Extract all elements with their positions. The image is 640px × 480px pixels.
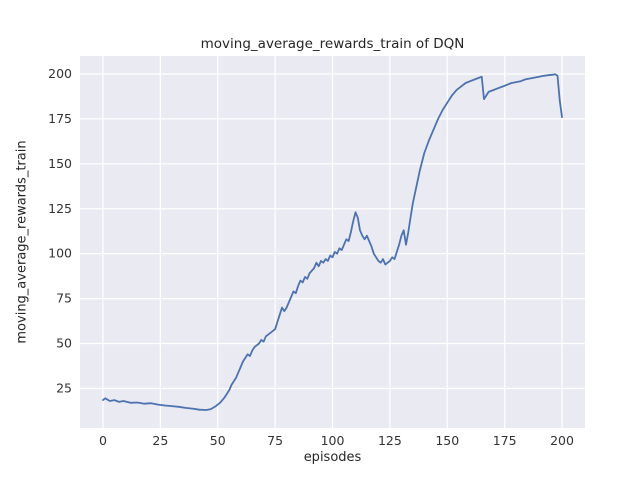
x-tick-label: 150: [435, 433, 459, 448]
x-tick-label: 50: [210, 433, 226, 448]
x-tick-label: 25: [152, 433, 168, 448]
x-tick-label: 75: [267, 433, 283, 448]
x-tick-label: 125: [378, 433, 402, 448]
x-tick-label: 175: [493, 433, 517, 448]
x-tick-label: 200: [550, 433, 574, 448]
y-tick-label: 175: [48, 111, 72, 126]
x-axis-label: episodes: [303, 450, 362, 465]
y-tick-label: 125: [48, 201, 72, 216]
series-line: [102, 73, 563, 411]
x-tick-label: 0: [99, 433, 107, 448]
y-tick-label: 200: [48, 66, 72, 81]
y-tick-label: 25: [56, 380, 72, 395]
y-tick-label: 100: [48, 246, 72, 261]
chart-title: moving_average_rewards_train of DQN: [200, 36, 465, 52]
y-tick-label: 50: [56, 336, 72, 351]
x-tick-label: 100: [321, 433, 345, 448]
y-tick-label: 75: [56, 291, 72, 306]
y-tick-label: 150: [48, 156, 72, 171]
